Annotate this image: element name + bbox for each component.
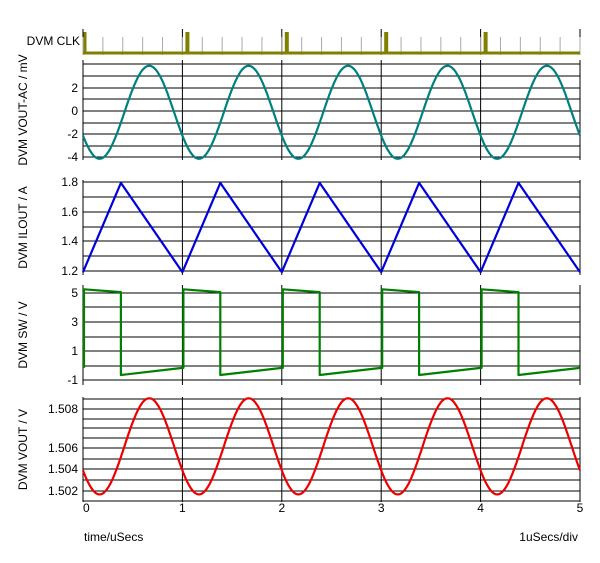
x-scale-label: 1uSecs/div xyxy=(519,530,578,544)
y-tick-label: 1.504 xyxy=(48,462,78,476)
y-tick-label: -4 xyxy=(67,150,78,164)
y-tick-label: 1.6 xyxy=(61,205,78,219)
y-tick-label: 1 xyxy=(71,344,78,358)
y-tick-label: 1.508 xyxy=(48,402,78,416)
x-tick-label: 2 xyxy=(278,501,285,515)
y-tick-label: 1.4 xyxy=(61,234,78,248)
clk-pulse xyxy=(384,32,389,53)
x-tick-label: 0 xyxy=(83,501,90,515)
ylabel-vout_ac: DVM VOUT-AC / mV xyxy=(16,54,30,165)
y-tick-label: 0 xyxy=(71,104,78,118)
x-tick-labels: 0 1 2 3 4 5 xyxy=(83,501,584,515)
ylabel-vout: DVM VOUT / V xyxy=(16,409,30,490)
x-tick-label: 5 xyxy=(577,501,584,515)
panel-vout_ac: 2 0 -2 -4 DVM VOUT-AC / mV xyxy=(16,54,582,166)
y-tick-label: 1.502 xyxy=(48,484,78,498)
y-tick-label: 3 xyxy=(71,315,78,329)
ylabel-clk: DVM CLK xyxy=(27,34,80,48)
y-tick-label: -2 xyxy=(67,127,78,141)
clk-pulse xyxy=(483,32,488,53)
y-tick-label: 2 xyxy=(71,81,78,95)
series-sw xyxy=(82,288,581,377)
series-vout_ac xyxy=(81,64,582,160)
x-axis-label: time/uSecs xyxy=(84,530,143,544)
panel-sw: 5 3 1 -1 DVM SW / V xyxy=(16,285,581,387)
x-tick-label: 4 xyxy=(477,501,484,515)
ylabel-sw: DVM SW / V xyxy=(16,301,30,368)
y-tick-label: -1 xyxy=(67,373,78,387)
clk-pulse xyxy=(284,32,289,53)
clk-pulse xyxy=(185,32,190,53)
series-ilout xyxy=(81,181,581,274)
y-tick-label: 1.506 xyxy=(48,441,78,455)
y-tick-label: 1.2 xyxy=(61,264,78,278)
ylabel-ilout: DVM ILOUT / A xyxy=(16,186,30,268)
x-tick-label: 1 xyxy=(179,501,186,515)
y-tick-label: 5 xyxy=(71,286,78,300)
x-tick-label: 3 xyxy=(378,501,385,515)
panel-clk: DVM CLK xyxy=(27,29,581,55)
panel-vout: 1.508 1.506 1.504 1.502 DVM VOUT / V xyxy=(16,397,582,502)
panel-ilout: 1.8 1.6 1.4 1.2 DVM ILOUT / A xyxy=(16,175,581,278)
y-tick-label: 1.8 xyxy=(61,175,78,189)
series-vout xyxy=(81,397,582,496)
